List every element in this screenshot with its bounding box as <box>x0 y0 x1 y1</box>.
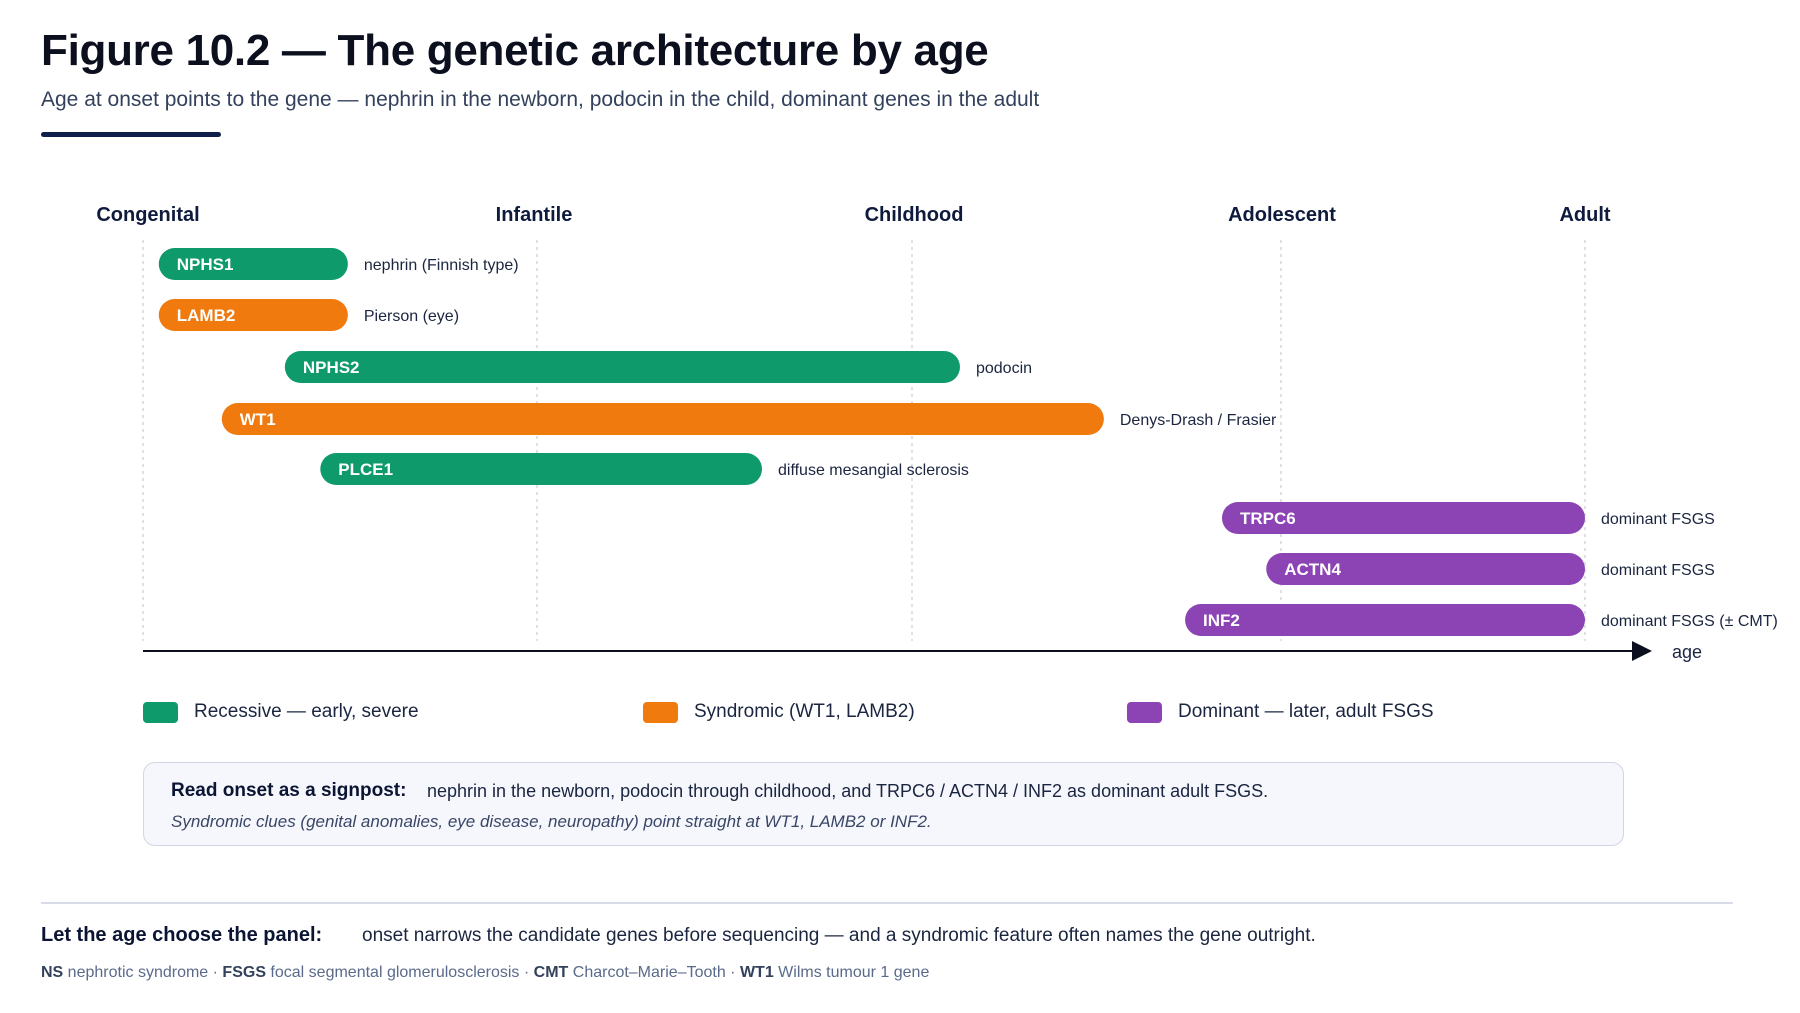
stage-label-congenital: Congenital <box>96 204 199 226</box>
stage-labels: Congenital Infantile Childhood Adolescent Ad… <box>96 204 1611 226</box>
gene-label-inf2: INF2 <box>1203 611 1240 630</box>
abbr-separator: · <box>725 964 740 981</box>
gene-label-wt1: WT1 <box>240 410 276 429</box>
legend: Recessive — early, severe Syndromic (WT1… <box>0 701 1800 727</box>
abbr-term: NS <box>41 964 64 981</box>
abbreviations: NS nephrotic syndrome · FSGS focal segme… <box>41 964 929 982</box>
footer-heading: Let the age choose the panel: <box>41 924 323 946</box>
gene-label-plce1: PLCE1 <box>338 460 393 479</box>
abbr-term: CMT <box>533 964 569 981</box>
figure-subtitle: Age at onset points to the gene — nephri… <box>41 88 1040 111</box>
legend-label-syndromic: Syndromic (WT1, LAMB2) <box>694 701 915 722</box>
bar-wt1 <box>221 403 1104 435</box>
abbr-term: FSGS <box>222 964 266 981</box>
abbr-separator: · <box>208 964 223 981</box>
footer-divider <box>41 902 1733 904</box>
desc-label-trpc6: dominant FSGS <box>1601 511 1715 528</box>
desc-label-lamb2: Pierson (eye) <box>364 308 459 325</box>
timeline-chart: Congenital Infantile Childhood Adolescent Ad… <box>96 204 1778 662</box>
gene-label-nphs2: NPHS2 <box>303 358 360 377</box>
desc-label-plce1: diffuse mesangial sclerosis <box>778 462 969 479</box>
figure-title: Figure 10.2 — The genetic architecture b… <box>41 26 989 75</box>
bar-inf2 <box>1185 604 1585 636</box>
legend-item-dominant: Dominant — later, adult FSGS <box>1127 701 1434 723</box>
note-body: nephrin in the newborn, podocin through … <box>427 781 1269 801</box>
abbr-definition: Charcot–Marie–Tooth <box>568 964 726 981</box>
abbr-separator: · <box>519 964 534 981</box>
bar-nphs2 <box>284 351 960 383</box>
gene-label-actn4: ACTN4 <box>1284 560 1341 579</box>
stage-label-childhood: Childhood <box>865 204 964 226</box>
gene-bars: NPHS1 nephrin (Finnish type) LAMB2 Pierson … <box>158 248 1778 636</box>
desc-label-nphs1: nephrin (Finnish type) <box>364 257 519 274</box>
signpost-note: Read onset as a signpost: nephrin in the… <box>143 762 1624 846</box>
abbr-definition: focal segmental glomerulosclerosis <box>265 964 520 981</box>
desc-label-actn4: dominant FSGS <box>1601 562 1715 579</box>
legend-label-recessive: Recessive — early, severe <box>194 701 419 722</box>
bar-actn4 <box>1266 553 1585 585</box>
legend-swatch-syndromic <box>643 701 678 723</box>
note-italic: Syndromic clues (genital anomalies, eye … <box>171 812 932 831</box>
stage-label-infantile: Infantile <box>496 204 573 226</box>
stage-label-adult: Adult <box>1559 204 1610 226</box>
desc-label-inf2: dominant FSGS (± CMT) <box>1601 613 1778 630</box>
abbr-definition: nephrotic syndrome <box>63 964 209 981</box>
gene-label-trpc6: TRPC6 <box>1240 509 1296 528</box>
note-heading: Read onset as a signpost: <box>171 780 407 801</box>
legend-swatch-recessive <box>143 701 178 723</box>
desc-label-wt1: Denys-Drash / Frasier <box>1120 412 1277 429</box>
legend-label-dominant: Dominant — later, adult FSGS <box>1178 701 1434 722</box>
bar-plce1 <box>320 453 762 485</box>
legend-swatch-dominant <box>1127 701 1162 723</box>
title-underline <box>41 132 221 137</box>
bar-nphs1 <box>158 248 348 280</box>
bar-lamb2 <box>158 299 348 331</box>
legend-item-recessive: Recessive — early, severe <box>143 701 419 723</box>
gene-label-lamb2: LAMB2 <box>177 306 236 325</box>
gene-label-nphs1: NPHS1 <box>177 255 234 274</box>
abbr-term: WT1 <box>739 964 774 981</box>
legend-item-syndromic: Syndromic (WT1, LAMB2) <box>643 701 915 723</box>
bar-trpc6 <box>1221 502 1585 534</box>
abbr-definition: Wilms tumour 1 gene <box>773 964 930 981</box>
stage-label-adolescent: Adolescent <box>1228 204 1336 226</box>
axis-label: age <box>1672 642 1702 662</box>
desc-label-nphs2: podocin <box>976 360 1032 377</box>
footer-body: onset narrows the candidate genes before… <box>362 925 1316 946</box>
